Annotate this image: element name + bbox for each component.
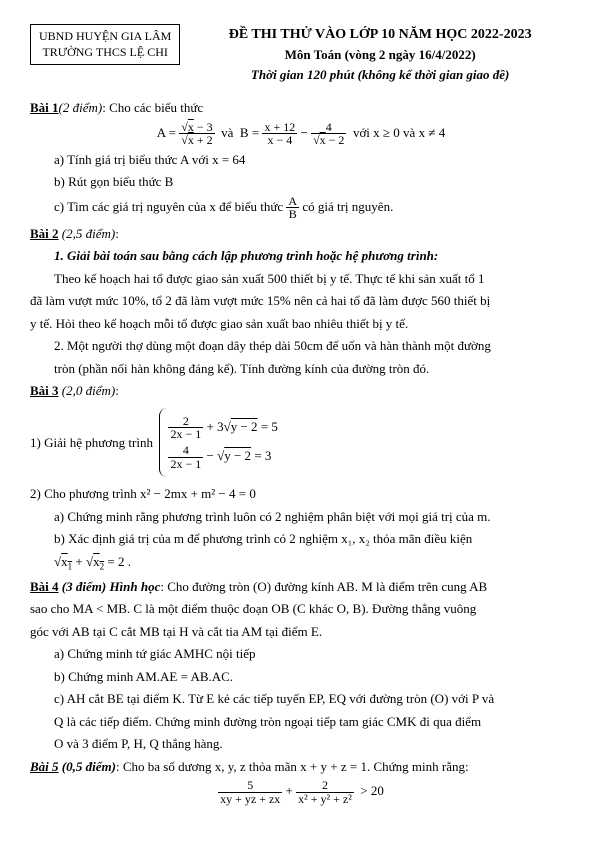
org-box: UBND HUYỆN GIA LÂM TRƯỜNG THCS LỆ CHI: [30, 24, 180, 65]
b3-p2-b-eq: √x1 + √x2 = 2 .: [54, 552, 572, 574]
b3-p1: 1) Giải hệ phương trình: [30, 433, 153, 453]
bai3-heading: Bài 3 (2,0 điểm):: [30, 381, 572, 401]
b4-intro2: sao cho MA < MB. C là một điểm thuộc đoạ…: [30, 599, 572, 619]
b5-intro: : Cho ba số dương x, y, z thỏa mãn x + y…: [116, 759, 469, 774]
b5-expr: 5xy + yz + zx + 2x² + y² + z² > 20: [30, 779, 572, 805]
title-sub: Môn Toán (vòng 2 ngày 16/4/2022): [188, 45, 572, 65]
bai4-heading: Bài 4 (3 điểm) Hình học: Cho đường tròn …: [30, 577, 572, 597]
b3-p2-a: a) Chứng minh rằng phương trình luôn có …: [54, 507, 572, 527]
b4-intro1: : Cho đường tròn (O) đường kính AB. M là…: [160, 579, 487, 594]
b1-cond: với x ≥ 0 và x ≠ 4: [353, 125, 445, 140]
title-main: ĐỀ THI THỬ VÀO LỚP 10 NĂM HỌC 2022-2023: [188, 24, 572, 45]
b1-c-pre: c) Tìm các giá trị nguyên của x để biểu …: [54, 199, 286, 214]
org-line1: UBND HUYỆN GIA LÂM: [39, 29, 171, 45]
b4-intro3: góc với AB tại C cắt MB tại H và cắt tia…: [30, 622, 572, 642]
b2-p1-l1: Theo kế hoạch hai tổ được giao sản xuất …: [54, 269, 572, 289]
title-time: Thời gian 120 phút (không kể thời gian g…: [188, 65, 572, 85]
b1-b: b) Rút gọn biểu thức B: [54, 172, 572, 192]
b4-points: (3 điểm) Hình học: [59, 579, 161, 594]
b1-c: c) Tìm các giá trị nguyên của x để biểu …: [54, 195, 572, 221]
b2-p1-l3: y tế. Hỏi theo kế hoạch mỗi tổ được giao…: [30, 314, 572, 334]
b5-label: Bài 5: [30, 759, 59, 774]
b2-p2-l2: tròn (phần nối hàn không đáng kể). Tính …: [54, 359, 572, 379]
b3-p2-intro: 2) Cho phương trình x² − 2mx + m² − 4 = …: [30, 484, 572, 504]
b4-b: b) Chứng minh AM.AE = AB.AC.: [54, 667, 572, 687]
b4-c2: Q là các tiếp điểm. Chứng minh đường trò…: [54, 712, 572, 732]
bai2-heading: Bài 2 (2,5 điểm):: [30, 224, 572, 244]
b1-label: Bài 1: [30, 100, 59, 115]
b3-p2-b: b) Xác định giá trị của m để phương trìn…: [54, 529, 572, 549]
b3-label: Bài 3: [30, 383, 59, 398]
b1-a: a) Tính giá trị biểu thức A với x = 64: [54, 150, 572, 170]
b2-points: (2,5 điểm): [59, 226, 116, 241]
b1-expr: A = √x − 3√x + 2 và B = x + 12x − 4 − 4√…: [30, 121, 572, 147]
b1-points: (2 điểm): [59, 100, 103, 115]
b2-p1-l2: đã làm vượt mức 10%, tổ 2 đã làm vượt mứ…: [30, 291, 572, 311]
b1-intro: : Cho các biểu thức: [102, 100, 203, 115]
b4-c1: c) AH cắt BE tại điểm K. Từ E kẻ các tiế…: [54, 689, 572, 709]
b4-c3: O và 3 điểm P, H, Q thẳng hàng.: [54, 734, 572, 754]
b2-p1-title: 1. Giải bài toán sau bằng cách lập phươn…: [54, 246, 572, 266]
b4-label: Bài 4: [30, 579, 59, 594]
b1-c-post: có giá trị nguyên.: [302, 199, 393, 214]
header-row: UBND HUYỆN GIA LÂM TRƯỜNG THCS LỆ CHI ĐỀ…: [30, 24, 572, 84]
title-block: ĐỀ THI THỬ VÀO LỚP 10 NĂM HỌC 2022-2023 …: [180, 24, 572, 84]
b2-label: Bài 2: [30, 226, 59, 241]
org-line2: TRƯỜNG THCS LỆ CHI: [39, 45, 171, 61]
b3-system: 22x − 1 + 3√y − 2 = 5 42x − 1 − √y − 2 =…: [159, 408, 283, 477]
b5-points: (0,5 điểm): [59, 759, 116, 774]
b3-points: (2,0 điểm): [59, 383, 116, 398]
b3-system-row: 1) Giải hệ phương trình 22x − 1 + 3√y − …: [30, 404, 572, 481]
bai5-heading: Bài 5 (0,5 điểm): Cho ba số dương x, y, …: [30, 757, 572, 777]
b2-p2-l1: 2. Một người thợ dùng một đoạn dây thép …: [54, 336, 572, 356]
bai1-heading: Bài 1(2 điểm): Cho các biểu thức: [30, 98, 572, 118]
b4-a: a) Chứng minh tứ giác AMHC nội tiếp: [54, 644, 572, 664]
